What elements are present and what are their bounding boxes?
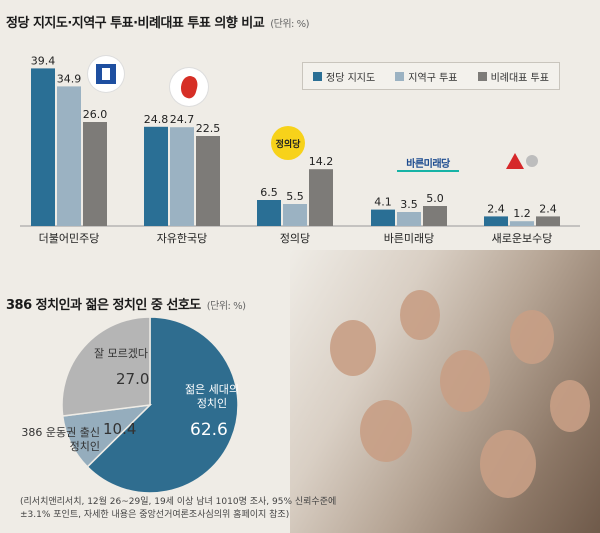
bar-value-label: 6.5 — [260, 186, 278, 199]
bar-value-label: 22.5 — [196, 122, 221, 135]
legend-swatch — [477, 71, 487, 81]
bar-value-label: 2.4 — [487, 202, 505, 215]
bar — [283, 204, 307, 226]
bar — [510, 221, 534, 226]
category-label: 자유한국당 — [157, 232, 208, 245]
bar — [309, 169, 333, 226]
bar — [144, 126, 168, 226]
bar — [397, 212, 421, 226]
bar-value-label: 5.0 — [426, 192, 444, 205]
legend-item-party-support: 정당 지지도 — [313, 69, 375, 84]
pie-value-unknown: 27.0 — [116, 370, 150, 388]
legend-item-proportional-vote: 비례대표 투표 — [477, 69, 549, 84]
bar-value-label: 14.2 — [309, 155, 334, 168]
bar-chart-unit: (단위: %) — [270, 19, 309, 30]
source-note: (리서치앤리서치, 12월 26~29일, 19세 이상 남녀 1010명 조사… — [20, 496, 337, 522]
bar — [170, 127, 194, 226]
pie-label-386: 386 운동권 출신 정치인 — [21, 426, 100, 453]
bar-value-label: 34.9 — [57, 72, 82, 85]
pie-slice — [61, 316, 151, 417]
bar-value-label: 39.4 — [31, 54, 56, 67]
crowd-photo — [290, 250, 600, 533]
new-conservative-party-logo — [500, 150, 544, 172]
pie-chart-title: 386 정치인과 젊은 정치인 중 선호도 (단위: %) — [6, 298, 246, 313]
justice-party-logo: 정의당 — [271, 126, 305, 160]
bar-value-label: 5.5 — [286, 190, 304, 203]
democratic-party-logo — [88, 56, 124, 92]
pie-value-386: 10.4 — [103, 420, 137, 438]
bar — [83, 122, 107, 226]
category-label: 바른미래당 — [384, 232, 435, 245]
pie-slice — [86, 316, 239, 494]
legend-label: 정당 지지도 — [326, 72, 376, 84]
pie-label-unknown: 잘 모르겠다 — [93, 347, 149, 360]
bar-value-label: 1.2 — [513, 207, 531, 220]
bar — [31, 68, 55, 227]
pie-value-young: 62.6 — [190, 420, 228, 440]
source-line: ±3.1% 포인트, 자세한 내용은 중앙선거여론조사심의위 홈페이지 참조) — [20, 510, 290, 520]
bar-value-label: 4.1 — [374, 196, 392, 209]
pie-label-young: 젊은 세대의 정치인 — [184, 383, 240, 410]
legend-item-district-vote: 지역구 투표 — [395, 69, 457, 84]
bar-value-label: 26.0 — [83, 108, 108, 121]
bareun-party-logo: 바른미래당 — [383, 152, 473, 172]
bar-value-label: 2.4 — [539, 202, 557, 215]
bar — [423, 206, 447, 226]
source-line: (리서치앤리서치, 12월 26~29일, 19세 이상 남녀 1010명 조사… — [20, 497, 337, 507]
legend-label: 비례대표 투표 — [490, 72, 549, 84]
legend-swatch — [313, 71, 323, 81]
pie-chart-unit: (단위: %) — [206, 301, 246, 312]
category-label: 정의당 — [280, 232, 310, 245]
legend-swatch — [395, 71, 405, 81]
bar-value-label: 3.5 — [400, 198, 418, 211]
bar-value-label: 24.8 — [144, 113, 169, 126]
category-label: 새로운보수당 — [492, 232, 553, 245]
bar — [257, 200, 281, 226]
chart-legend: 정당 지지도 지역구 투표 비례대표 투표 — [302, 62, 560, 90]
pie-chart — [61, 316, 239, 494]
bar — [196, 136, 220, 226]
bar — [57, 86, 81, 227]
liberty-korea-party-logo — [170, 68, 208, 106]
bar-chart-title: 정당 지지도·지역구 투표·비례대표 투표 의향 비교 (단위: %) — [6, 16, 309, 31]
bar — [484, 216, 508, 226]
bar — [371, 209, 395, 226]
legend-label: 지역구 투표 — [408, 72, 458, 84]
category-label: 더불어민주당 — [39, 232, 100, 245]
bar — [536, 216, 560, 226]
bar-chart: 39.434.9 26.0 더불어민주당 24.8 24.722.5 자유한국당 6.5 5.… — [20, 54, 580, 245]
bar-value-label: 24.7 — [170, 113, 195, 126]
